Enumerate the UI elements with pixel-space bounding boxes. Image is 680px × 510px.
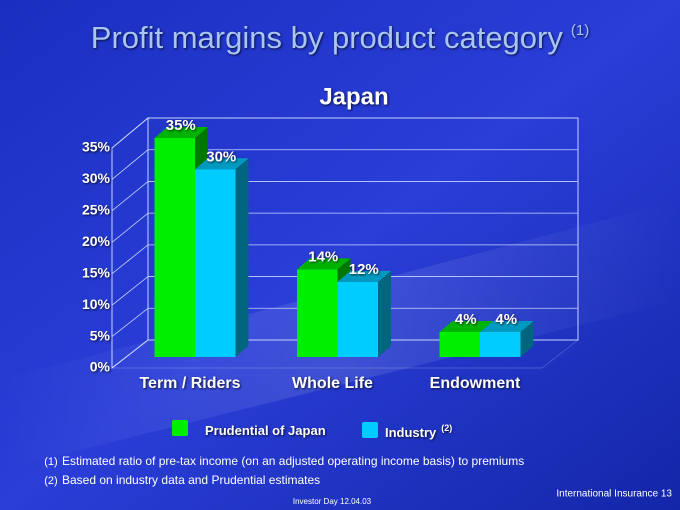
- y-tick-label: 5%: [90, 327, 111, 343]
- y-tick-label: 30%: [82, 170, 111, 186]
- legend-name: Industry: [385, 425, 437, 440]
- bar-top: [480, 320, 534, 332]
- x-tick-label: Whole Life: [292, 375, 373, 392]
- legend-note: (2): [441, 423, 452, 433]
- title-note: (1): [571, 22, 589, 39]
- y-tick-label: 35%: [82, 139, 111, 155]
- bar-side: [235, 158, 249, 357]
- bar: [297, 269, 338, 357]
- y-tick-label: 25%: [82, 202, 111, 218]
- bar: [439, 331, 480, 357]
- title-text: Profit margins by product category: [91, 20, 564, 55]
- footer-section: International Insurance 13: [556, 489, 672, 500]
- bar: [480, 331, 521, 357]
- footnote-text: Estimated ratio of pre-tax income (on an…: [62, 454, 524, 468]
- footnote-marker: (1): [44, 456, 57, 468]
- grid-line-side: [111, 307, 149, 337]
- grid-line-side: [111, 339, 149, 369]
- bar-top: [154, 127, 208, 138]
- value-label: 4%: [455, 311, 477, 328]
- bar: [195, 169, 236, 357]
- legend-label: Industry (2): [385, 423, 452, 440]
- bar-top: [439, 320, 493, 332]
- grid-line-side: [111, 212, 149, 243]
- x-tick-label: Term / Riders: [139, 375, 240, 392]
- grid-line-side: [111, 117, 149, 149]
- y-tick-label: 15%: [82, 264, 111, 280]
- value-label: 30%: [206, 148, 236, 165]
- grid-line-side: [111, 149, 149, 180]
- bar: [154, 138, 195, 357]
- legend-swatch: [362, 422, 378, 438]
- legend-name: Prudential of Japan: [205, 423, 326, 438]
- footnote-marker: (2): [44, 475, 57, 487]
- x-tick-label: Endowment: [430, 375, 521, 392]
- value-label: 4%: [495, 311, 517, 328]
- bar-top: [337, 270, 391, 282]
- footer-event: Investor Day 12.04.03: [293, 497, 372, 506]
- bar-side: [378, 270, 391, 357]
- slide-title: Profit margins by product category (1): [91, 20, 589, 55]
- chart-subtitle: Japan: [319, 83, 388, 110]
- bar-side: [520, 320, 534, 357]
- value-label: 35%: [166, 117, 196, 134]
- y-tick-label: 0%: [90, 359, 111, 375]
- grid-line-side: [111, 276, 149, 306]
- y-tick-label: 10%: [82, 296, 111, 312]
- legend-swatch: [172, 420, 188, 436]
- footnote-text: Based on industry data and Prudential es…: [62, 473, 320, 487]
- legend-label: Prudential of Japan: [205, 423, 326, 438]
- y-tick-label: 20%: [82, 233, 111, 249]
- value-label: 12%: [349, 261, 379, 278]
- value-label: 14%: [308, 248, 338, 265]
- bar: [337, 281, 378, 357]
- bar-top: [297, 258, 351, 270]
- grid-line-side: [111, 244, 149, 275]
- grid-line-side: [111, 181, 149, 212]
- bar-top: [195, 158, 249, 170]
